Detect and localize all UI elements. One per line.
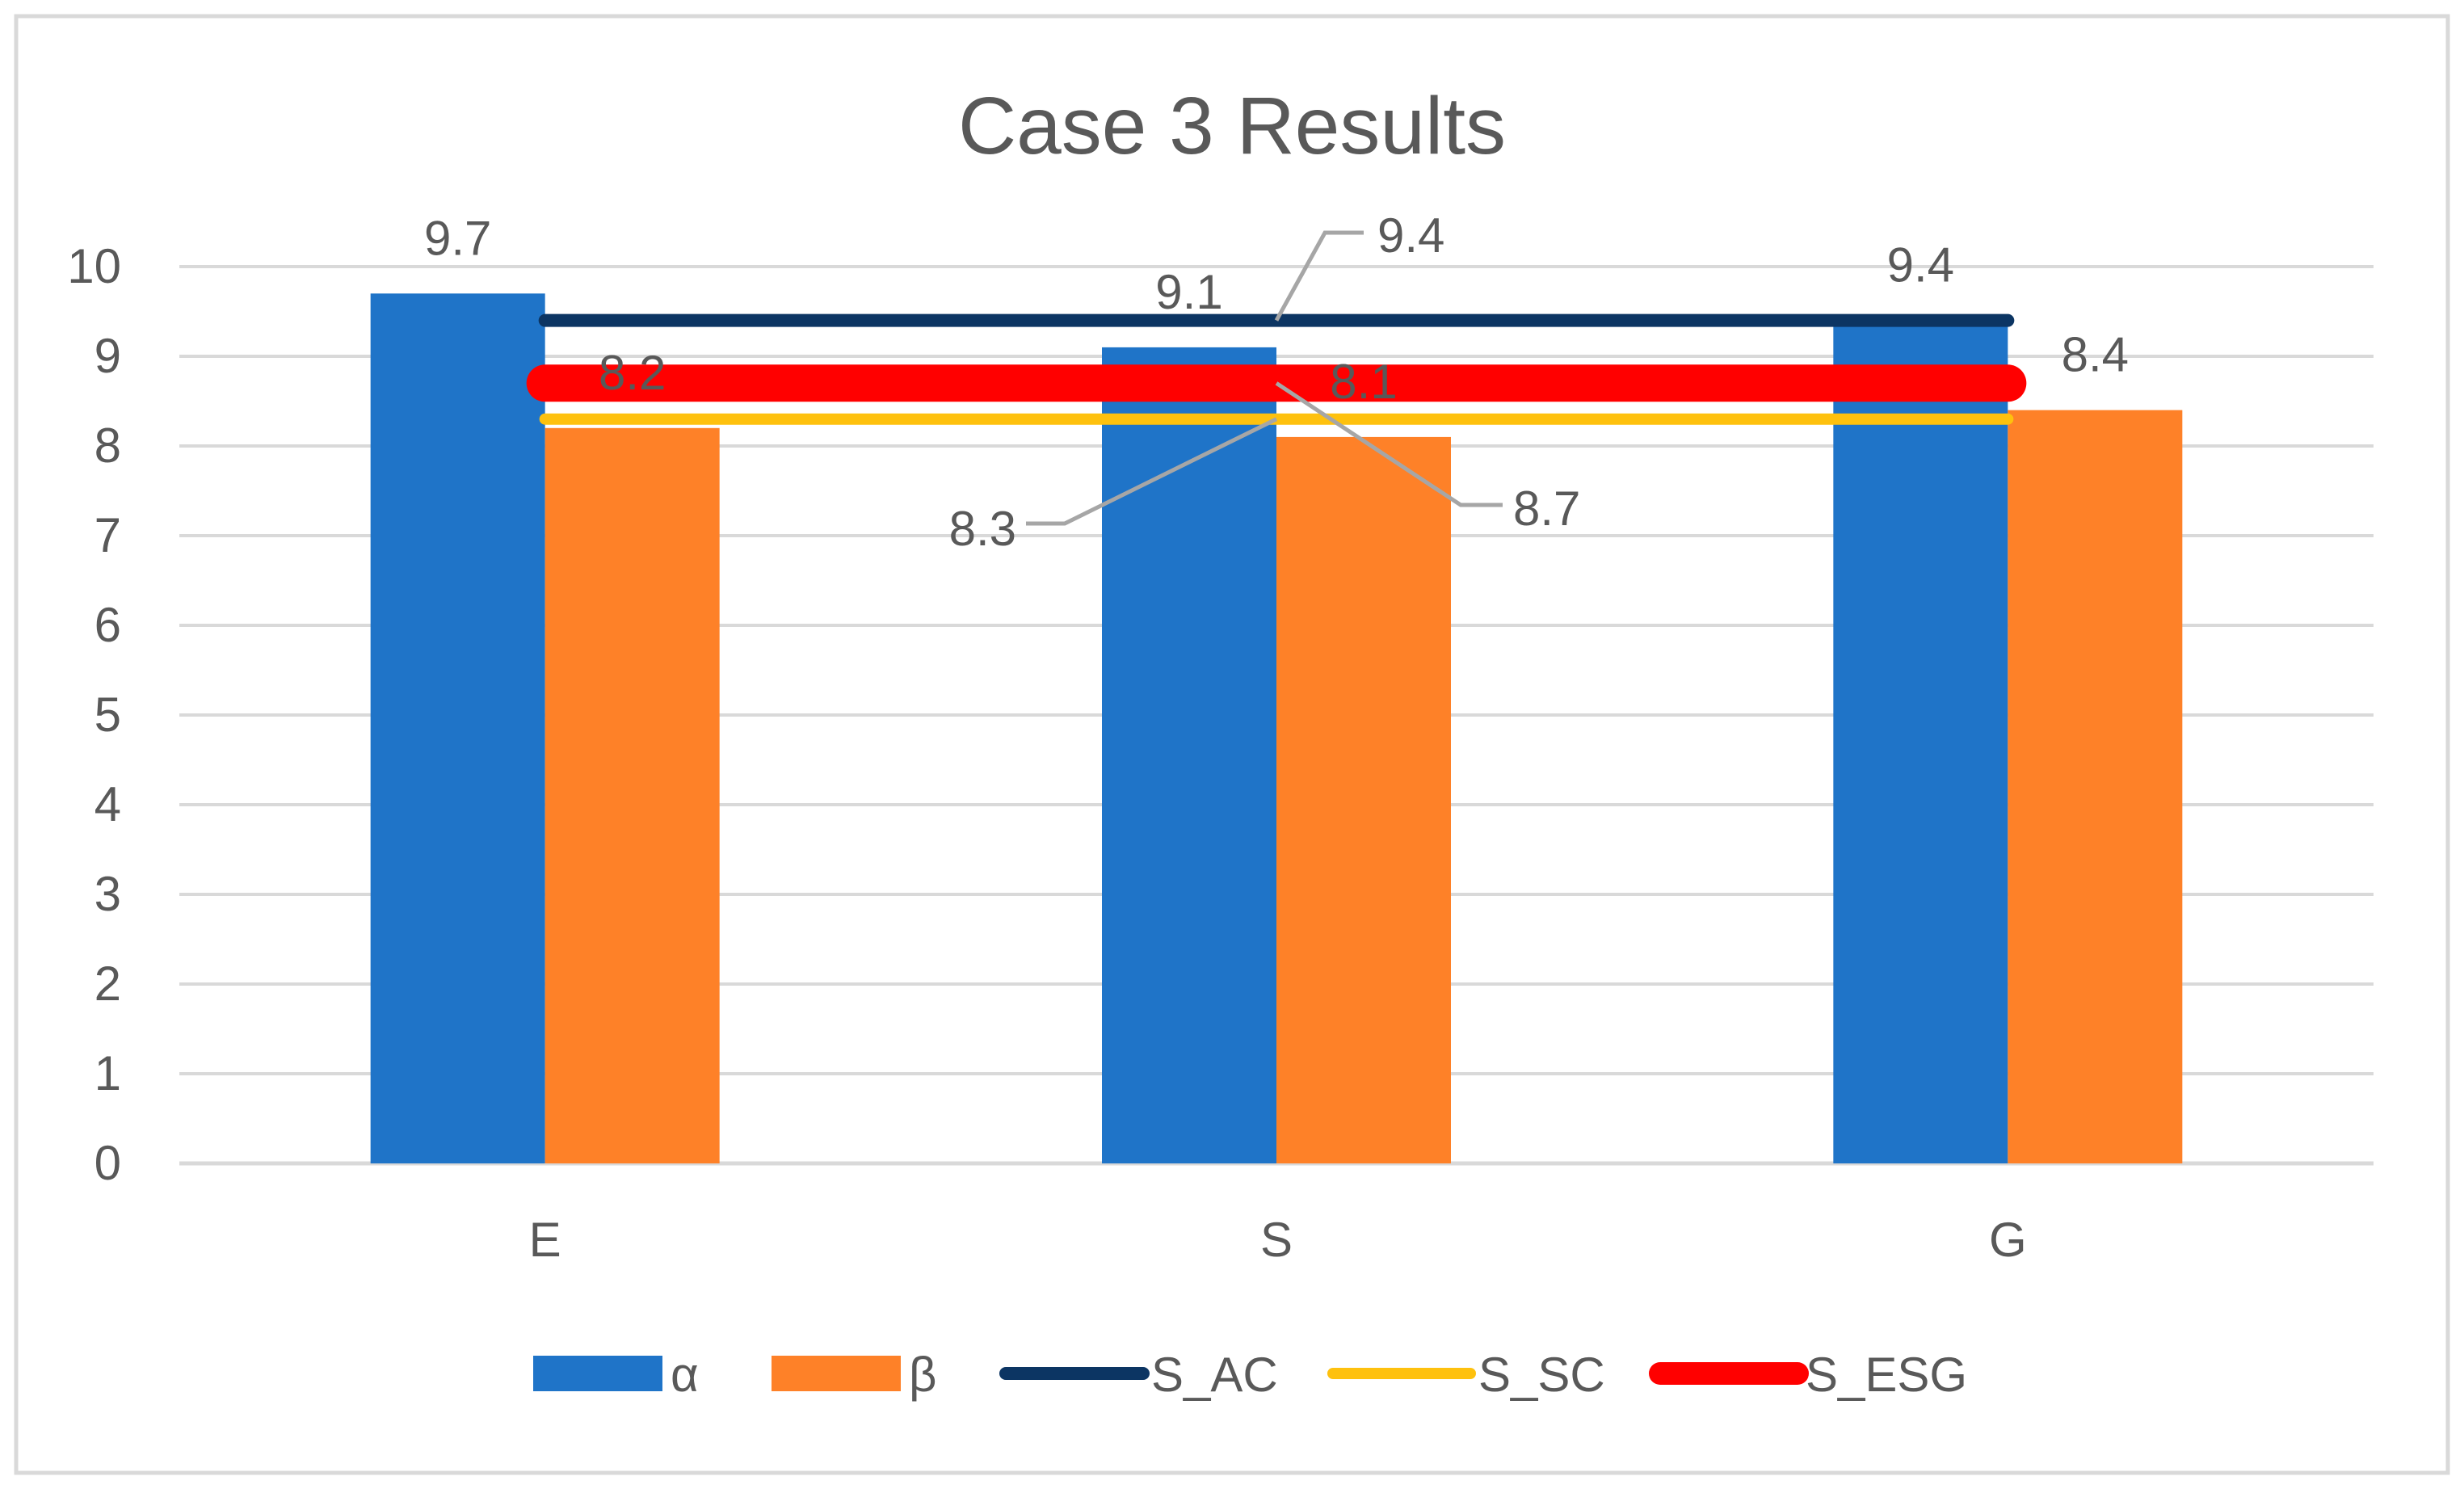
y-tick-label: 6 [95,598,121,652]
legend-label: α [671,1348,699,1402]
y-tick-label: 2 [95,957,121,1011]
bar-data-label: 8.4 [2062,328,2129,382]
chart-title: Case 3 Results [958,81,1506,171]
callout-leader [1274,230,1364,322]
bar [1833,320,2008,1164]
bar-data-label: 8.1 [1330,355,1397,409]
bars [370,293,2183,1164]
bar [1102,347,1276,1163]
bar [370,293,545,1163]
legend-label: β [909,1348,937,1402]
x-tick-label: S [1260,1213,1293,1267]
y-tick-label: 9 [95,329,121,383]
x-tick-label: E [529,1213,561,1267]
data-labels: 9.7 9.1 9.4 8.2 8.1 8.4 9.4 8.3 8.7 [424,208,2129,556]
legend-swatch [772,1356,901,1391]
y-tick-label: 0 [95,1136,121,1190]
x-tick-label: G [1989,1213,2027,1267]
legend-label: S_SC [1478,1348,1605,1402]
callout-leader [1026,417,1278,526]
y-tick-label: 8 [95,419,121,473]
reference-line-label: 8.3 [949,502,1016,556]
y-tick-label: 3 [95,867,121,921]
y-tick-label: 1 [95,1046,121,1100]
bar-data-label: 9.7 [424,211,491,265]
legend: α β S_AC S_SC S_ESG [533,1348,1967,1402]
bar-data-label: 9.4 [1887,238,1954,292]
bar [2008,410,2183,1164]
y-tick-label: 5 [95,688,121,742]
y-axis-ticks: 0 1 2 3 4 5 6 7 8 9 10 [67,239,121,1190]
y-tick-label: 7 [95,508,121,562]
legend-label: S_AC [1151,1348,1278,1402]
callout-leader [1275,381,1503,507]
y-tick-label: 10 [67,239,121,293]
y-tick-label: 4 [95,777,121,831]
bar [545,427,720,1163]
bar-data-label: 8.2 [599,346,666,400]
legend-swatch [533,1356,662,1391]
legend-label: S_ESG [1806,1348,1967,1402]
bar [1276,436,1451,1163]
bar-data-label: 9.1 [1155,265,1222,319]
reference-line-label: 9.4 [1377,208,1444,263]
reference-line-label: 8.7 [1513,482,1580,536]
